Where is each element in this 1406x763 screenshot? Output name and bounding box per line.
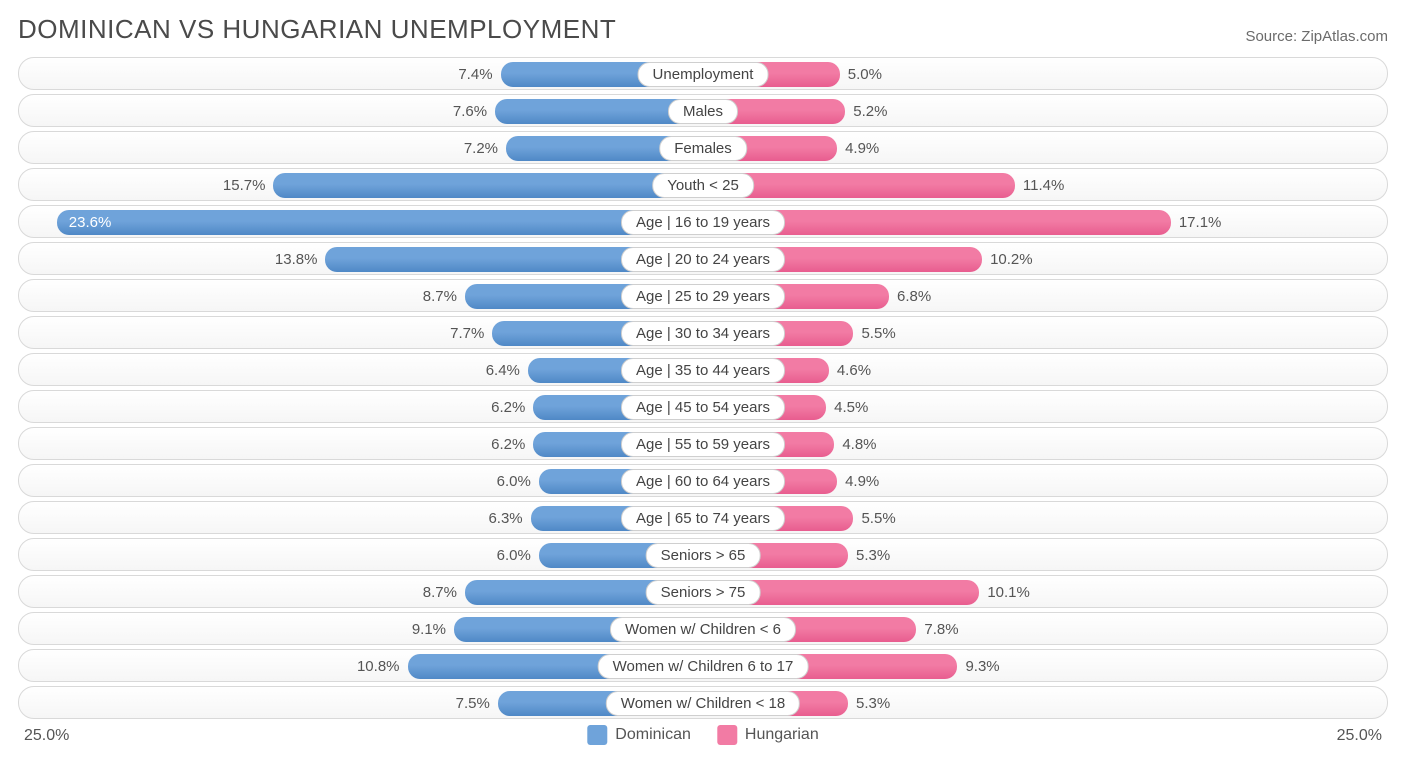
value-left: 6.2% xyxy=(491,428,525,461)
value-right: 5.5% xyxy=(861,317,895,350)
chart-row: 8.7% 6.8% Age | 25 to 29 years xyxy=(18,279,1388,312)
value-right: 11.4% xyxy=(1023,169,1064,202)
value-left: 6.0% xyxy=(497,465,531,498)
chart-row: 6.2% 4.8% Age | 55 to 59 years xyxy=(18,427,1388,460)
value-left: 10.8% xyxy=(357,650,400,683)
value-right: 7.8% xyxy=(924,613,958,646)
bar-left xyxy=(57,210,703,235)
legend-item-right: Hungarian xyxy=(717,725,819,745)
value-left: 8.7% xyxy=(423,576,457,609)
row-label: Seniors > 65 xyxy=(646,543,761,568)
row-label: Unemployment xyxy=(638,62,769,87)
value-left: 7.4% xyxy=(458,58,492,91)
legend-item-left: Dominican xyxy=(587,725,691,745)
row-label: Age | 16 to 19 years xyxy=(621,210,785,235)
chart-row: 6.4% 4.6% Age | 35 to 44 years xyxy=(18,353,1388,386)
row-label: Males xyxy=(668,99,738,124)
chart-row: 7.7% 5.5% Age | 30 to 34 years xyxy=(18,316,1388,349)
value-right: 10.1% xyxy=(987,576,1030,609)
chart-row: 7.2% 4.9% Females xyxy=(18,131,1388,164)
chart-row: 15.7% 11.4% Youth < 25 xyxy=(18,168,1388,201)
value-right: 5.2% xyxy=(853,95,887,128)
chart-row: 6.0% 5.3% Seniors > 65 xyxy=(18,538,1388,571)
value-left: 6.0% xyxy=(497,539,531,572)
value-left: 7.2% xyxy=(464,132,498,165)
value-right: 4.6% xyxy=(837,354,871,387)
chart-row: 13.8% 10.2% Age | 20 to 24 years xyxy=(18,242,1388,275)
value-left: 13.8% xyxy=(275,243,318,276)
chart-row: 23.6% 17.1% Age | 16 to 19 years xyxy=(18,205,1388,238)
row-label: Age | 20 to 24 years xyxy=(621,247,785,272)
value-right: 4.8% xyxy=(842,428,876,461)
value-left: 6.3% xyxy=(488,502,522,535)
row-label: Age | 65 to 74 years xyxy=(621,506,785,531)
bar-left xyxy=(273,173,703,198)
row-label: Age | 55 to 59 years xyxy=(621,432,785,457)
diverging-bar-chart: 7.4% 5.0% Unemployment 7.6% 5.2% Males 7.2% 4.9… xyxy=(18,57,1388,719)
value-right: 4.5% xyxy=(834,391,868,424)
value-left: 6.4% xyxy=(486,354,520,387)
axis-max-right: 25.0% xyxy=(1337,727,1382,745)
legend-swatch-right xyxy=(717,725,737,745)
value-right: 4.9% xyxy=(845,465,879,498)
row-label: Women w/ Children < 18 xyxy=(606,691,800,716)
value-right: 17.1% xyxy=(1179,206,1222,239)
row-label: Women w/ Children < 6 xyxy=(610,617,796,642)
value-right: 5.5% xyxy=(861,502,895,535)
chart-row: 6.3% 5.5% Age | 65 to 74 years xyxy=(18,501,1388,534)
legend-label-left: Dominican xyxy=(615,726,691,744)
value-left: 7.6% xyxy=(453,95,487,128)
value-right: 5.0% xyxy=(848,58,882,91)
value-right: 9.3% xyxy=(965,650,999,683)
row-label: Women w/ Children 6 to 17 xyxy=(598,654,809,679)
value-left: 8.7% xyxy=(423,280,457,313)
axis-max-left: 25.0% xyxy=(24,727,69,745)
legend-swatch-left xyxy=(587,725,607,745)
row-label: Youth < 25 xyxy=(652,173,754,198)
value-right: 5.3% xyxy=(856,687,890,720)
value-left: 7.5% xyxy=(456,687,490,720)
value-left: 15.7% xyxy=(223,169,266,202)
chart-title: DOMINICAN VS HUNGARIAN UNEMPLOYMENT xyxy=(18,14,616,45)
row-label: Age | 60 to 64 years xyxy=(621,469,785,494)
value-right: 6.8% xyxy=(897,280,931,313)
row-label: Seniors > 75 xyxy=(646,580,761,605)
chart-row: 10.8% 9.3% Women w/ Children 6 to 17 xyxy=(18,649,1388,682)
value-left: 6.2% xyxy=(491,391,525,424)
chart-row: 6.0% 4.9% Age | 60 to 64 years xyxy=(18,464,1388,497)
row-label: Age | 30 to 34 years xyxy=(621,321,785,346)
value-left: 9.1% xyxy=(412,613,446,646)
value-right: 4.9% xyxy=(845,132,879,165)
chart-source: Source: ZipAtlas.com xyxy=(1245,28,1388,45)
row-label: Females xyxy=(659,136,747,161)
chart-row: 7.6% 5.2% Males xyxy=(18,94,1388,127)
chart-row: 6.2% 4.5% Age | 45 to 54 years xyxy=(18,390,1388,423)
value-right: 5.3% xyxy=(856,539,890,572)
chart-row: 8.7% 10.1% Seniors > 75 xyxy=(18,575,1388,608)
value-right: 10.2% xyxy=(990,243,1033,276)
chart-row: 9.1% 7.8% Women w/ Children < 6 xyxy=(18,612,1388,645)
chart-footer: 25.0% 25.0% Dominican Hungarian xyxy=(18,725,1388,753)
row-label: Age | 45 to 54 years xyxy=(621,395,785,420)
value-left: 23.6% xyxy=(69,206,112,239)
legend-label-right: Hungarian xyxy=(745,726,819,744)
value-left: 7.7% xyxy=(450,317,484,350)
row-label: Age | 25 to 29 years xyxy=(621,284,785,309)
chart-header: DOMINICAN VS HUNGARIAN UNEMPLOYMENT Sour… xyxy=(18,14,1388,45)
row-label: Age | 35 to 44 years xyxy=(621,358,785,383)
chart-row: 7.4% 5.0% Unemployment xyxy=(18,57,1388,90)
chart-row: 7.5% 5.3% Women w/ Children < 18 xyxy=(18,686,1388,719)
legend: Dominican Hungarian xyxy=(587,725,818,745)
